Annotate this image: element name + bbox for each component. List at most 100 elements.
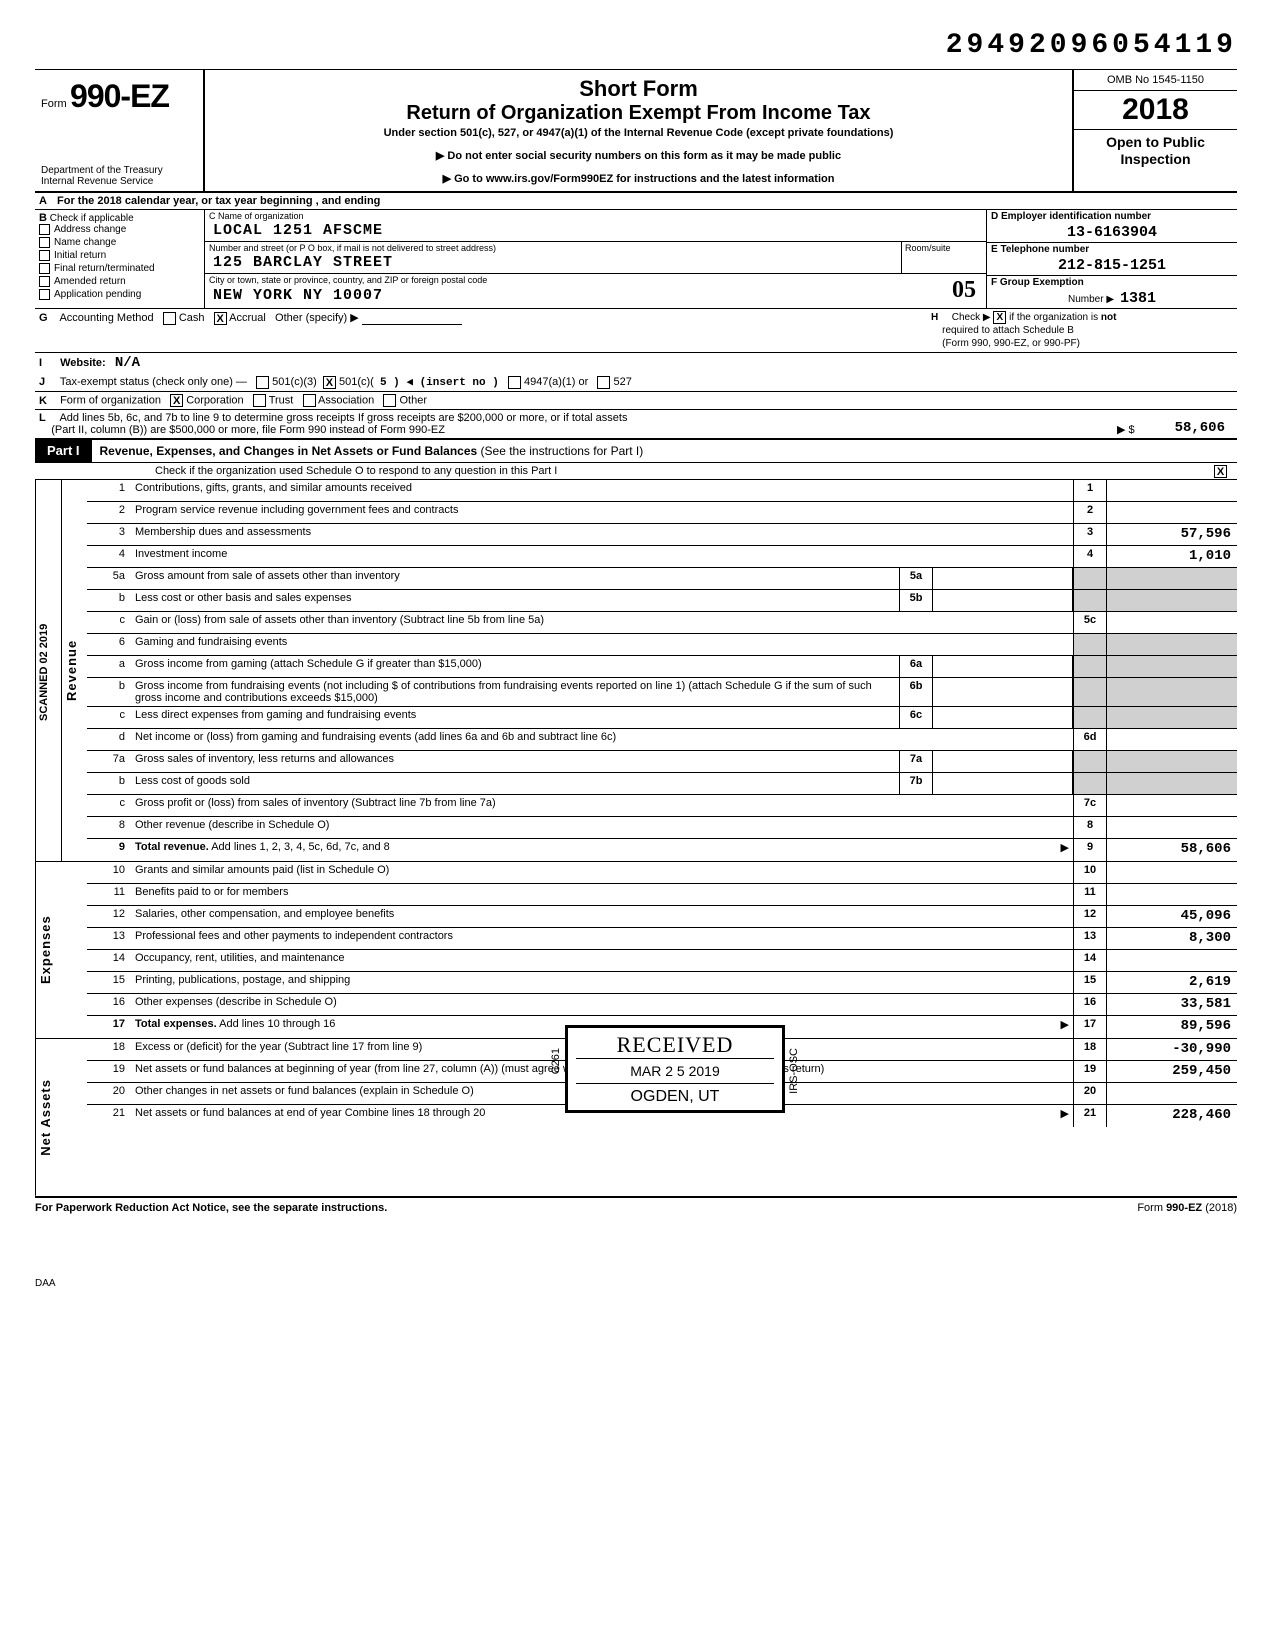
- k-other: Other: [399, 395, 427, 407]
- line-num: 11: [87, 884, 131, 905]
- line-j: J Tax-exempt status (check only one) — 5…: [35, 373, 1237, 392]
- rnum: 10: [1073, 862, 1107, 883]
- part-i-checkbox[interactable]: X: [1214, 465, 1227, 478]
- line-desc: Membership dues and assessments: [131, 524, 1073, 545]
- line-num: b: [87, 678, 131, 706]
- ramt: 57,596: [1107, 524, 1237, 545]
- ramt: 228,460: [1107, 1105, 1237, 1127]
- chk-final[interactable]: [39, 263, 50, 274]
- title-main: Return of Organization Exempt From Incom…: [215, 102, 1062, 125]
- line-5b: bLess cost or other basis and sales expe…: [87, 590, 1237, 612]
- chk-501c3[interactable]: [256, 376, 269, 389]
- chk-h[interactable]: X: [993, 311, 1006, 324]
- form-header: Form 990-EZ Department of the TreasuryIn…: [35, 69, 1237, 193]
- mid-num: 6b: [899, 678, 933, 706]
- chk-pending[interactable]: [39, 289, 50, 300]
- chk-address[interactable]: [39, 224, 50, 235]
- rnum: 5c: [1073, 612, 1107, 633]
- subtitle: Under section 501(c), 527, or 4947(a)(1)…: [215, 127, 1062, 139]
- line-num: 18: [87, 1039, 131, 1060]
- grp-num-lbl: Number ▶: [1068, 294, 1114, 305]
- chk-kother[interactable]: [383, 394, 396, 407]
- line-num: 5a: [87, 568, 131, 589]
- rnum: 21: [1073, 1105, 1107, 1127]
- line-13: 13Professional fees and other payments t…: [87, 928, 1237, 950]
- line-6d: dNet income or (loss) from gaming and fu…: [87, 729, 1237, 751]
- chk-name[interactable]: [39, 237, 50, 248]
- chk-trust[interactable]: [253, 394, 266, 407]
- chk-assoc[interactable]: [303, 394, 316, 407]
- mid-num: 5b: [899, 590, 933, 611]
- rnum: 8: [1073, 817, 1107, 838]
- chk-527[interactable]: [597, 376, 610, 389]
- ramt: [1107, 862, 1237, 883]
- rnum-shade: [1073, 773, 1107, 794]
- line-desc: Benefits paid to or for members: [131, 884, 1073, 905]
- rnum: 2: [1073, 502, 1107, 523]
- rnum: 12: [1073, 906, 1107, 927]
- ramt-shade: [1107, 751, 1237, 772]
- department: Department of the TreasuryInternal Reven…: [41, 165, 163, 187]
- j-label: Tax-exempt status (check only one) —: [60, 376, 247, 388]
- col-b: B Check if applicable Address change Nam…: [35, 210, 205, 308]
- rnum: 4: [1073, 546, 1107, 567]
- line-num: c: [87, 795, 131, 816]
- mid-amt: [933, 773, 1073, 794]
- ramt-shade: [1107, 590, 1237, 611]
- ramt-shade: [1107, 707, 1237, 728]
- line-16: 16Other expenses (describe in Schedule O…: [87, 994, 1237, 1016]
- line-desc: Gaming and fundraising events: [131, 634, 1073, 655]
- ramt: [1107, 884, 1237, 905]
- rnum: 1: [1073, 480, 1107, 501]
- ramt: 58,606: [1107, 839, 1237, 861]
- daa: DAA: [35, 1278, 1237, 1289]
- rnum-shade: [1073, 568, 1107, 589]
- line-6a: aGross income from gaming (attach Schedu…: [87, 656, 1237, 678]
- b-opt-2: Initial return: [54, 250, 106, 261]
- j-501c: 501(c)(: [339, 376, 374, 388]
- revenue-sidebar: Revenue: [61, 480, 87, 861]
- line-desc: Printing, publications, postage, and shi…: [131, 972, 1073, 993]
- city: NEW YORK NY 10007: [213, 287, 383, 304]
- chk-4947[interactable]: [508, 376, 521, 389]
- line-desc: Other expenses (describe in Schedule O): [131, 994, 1073, 1015]
- rnum-shade: [1073, 656, 1107, 677]
- line-8: 8Other revenue (describe in Schedule O)8: [87, 817, 1237, 839]
- tel-lbl: E Telephone number: [991, 244, 1233, 255]
- line-num: 7a: [87, 751, 131, 772]
- rnum: 19: [1073, 1061, 1107, 1082]
- mid-num: 6c: [899, 707, 933, 728]
- line-k: K Form of organization X Corporation Tru…: [35, 392, 1237, 410]
- ramt: [1107, 612, 1237, 633]
- line-l: L Add lines 5b, 6c, and 7b to line 9 to …: [35, 410, 1237, 439]
- chk-corp[interactable]: X: [170, 394, 183, 407]
- ein: 13-6163904: [991, 224, 1233, 241]
- part-i-sub: Check if the organization used Schedule …: [35, 463, 1237, 480]
- line-num: c: [87, 707, 131, 728]
- ramt-shade: [1107, 773, 1237, 794]
- rnum-shade: [1073, 707, 1107, 728]
- chk-501c[interactable]: X: [323, 376, 336, 389]
- stamp-date: MAR 2 5 2019: [576, 1058, 774, 1084]
- line-7c: cGross profit or (loss) from sales of in…: [87, 795, 1237, 817]
- tel: 212-815-1251: [991, 257, 1233, 274]
- expenses-section: Expenses 10Grants and similar amounts pa…: [35, 862, 1237, 1039]
- chk-cash[interactable]: [163, 312, 176, 325]
- rnum: 20: [1073, 1083, 1107, 1104]
- b-opt-4: Amended return: [54, 276, 126, 287]
- stamp-side2: IRS-OSC: [788, 1048, 800, 1094]
- chk-initial[interactable]: [39, 250, 50, 261]
- b-opt-0: Address change: [54, 224, 126, 235]
- mid-amt: [933, 751, 1073, 772]
- line-desc: Gain or (loss) from sale of assets other…: [131, 612, 1073, 633]
- j-527: 527: [613, 376, 631, 388]
- j-insert: 5 ) ◀ (insert no ): [380, 377, 499, 389]
- line-num: b: [87, 590, 131, 611]
- line-num: 20: [87, 1083, 131, 1104]
- chk-accrual[interactable]: X: [214, 312, 227, 325]
- chk-amended[interactable]: [39, 276, 50, 287]
- part-i-title: Revenue, Expenses, and Changes in Net As…: [100, 444, 478, 458]
- line-7a: 7aGross sales of inventory, less returns…: [87, 751, 1237, 773]
- rnum: 7c: [1073, 795, 1107, 816]
- line-num: c: [87, 612, 131, 633]
